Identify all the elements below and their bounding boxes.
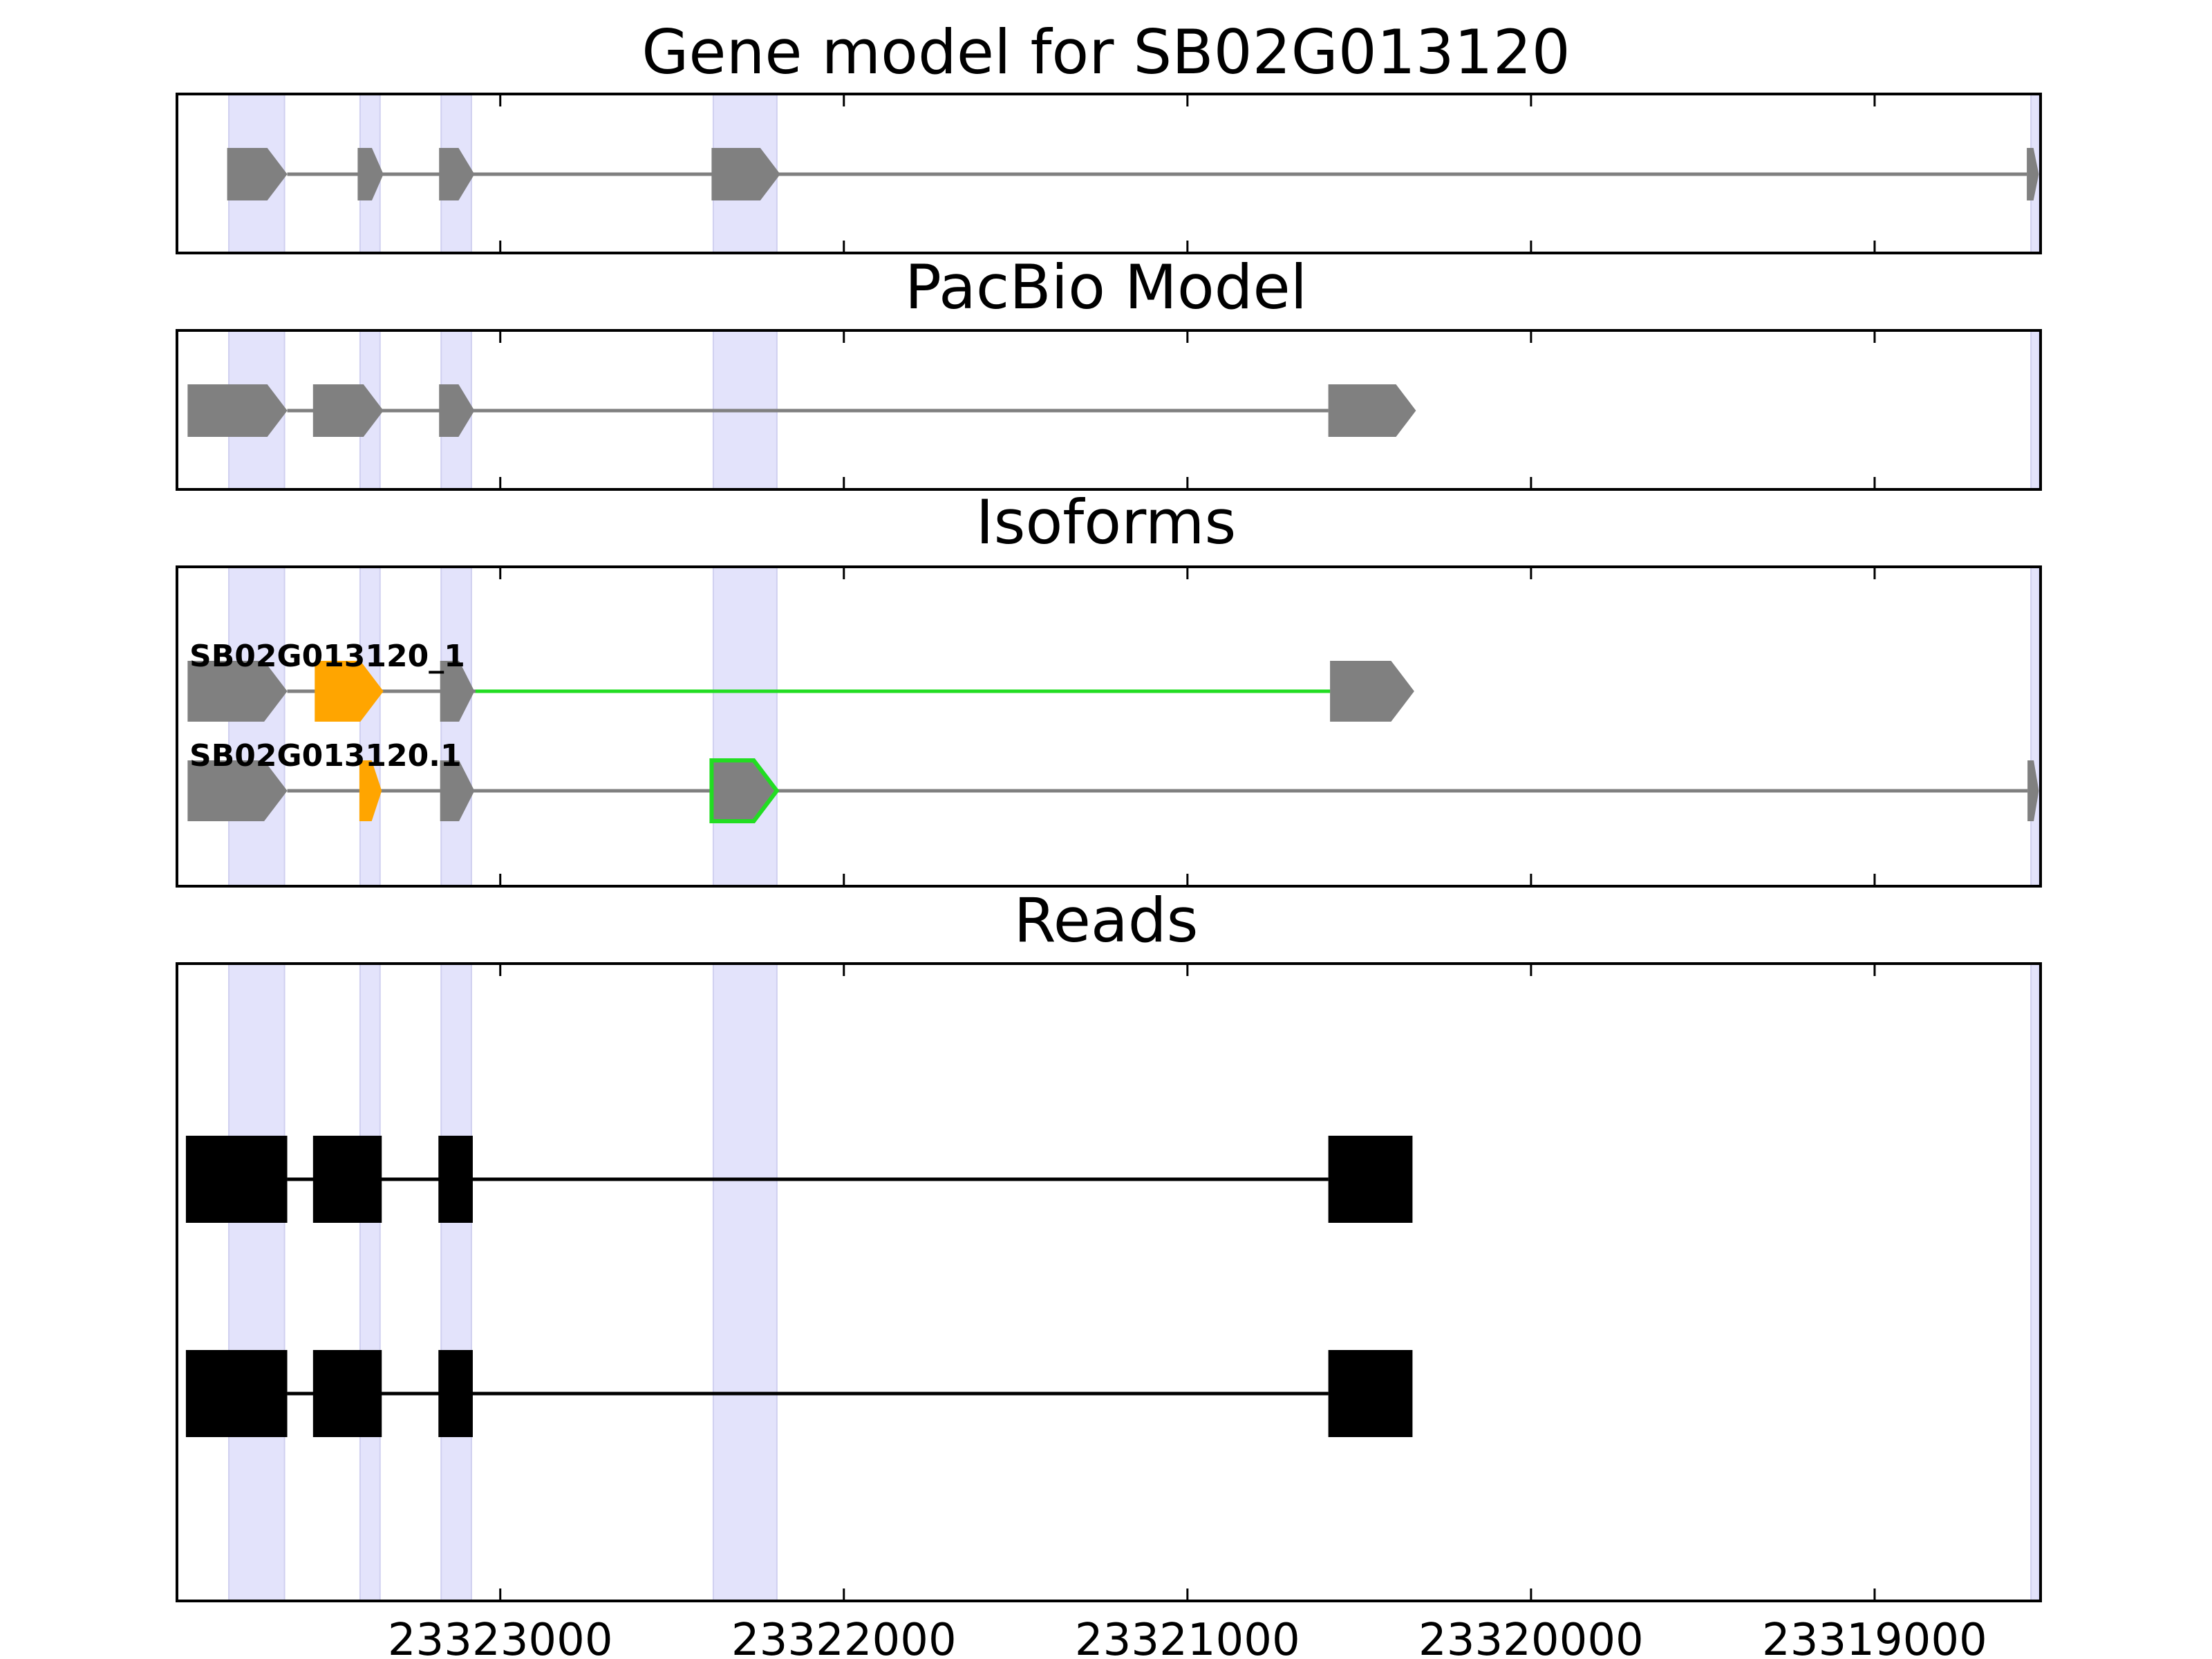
exon-block bbox=[187, 760, 288, 821]
panel-isoforms: Isoforms SB02G013120_1 SB02G013120.1 bbox=[176, 487, 2042, 888]
read-block bbox=[185, 1350, 288, 1437]
read-block bbox=[312, 1350, 382, 1437]
x-tick-label: 23321000 bbox=[1075, 1615, 1300, 1659]
exon-region-shade bbox=[2030, 330, 2040, 490]
read-block bbox=[312, 1136, 382, 1223]
panel-frame bbox=[176, 329, 2042, 491]
exon-region-shade bbox=[359, 566, 381, 887]
panel-frame bbox=[176, 565, 2042, 888]
x-tick-label: 23319000 bbox=[1762, 1615, 1987, 1659]
x-tick-label: 23323000 bbox=[388, 1615, 613, 1659]
exon-block bbox=[1328, 384, 1416, 437]
exon-block bbox=[2027, 760, 2039, 821]
panel-pacbio-model: PacBio Model bbox=[176, 252, 2042, 491]
exon-block bbox=[2027, 148, 2039, 200]
exon-block bbox=[440, 661, 475, 722]
exon-region-shade bbox=[228, 566, 285, 887]
exon-block bbox=[711, 148, 780, 200]
exon-block bbox=[439, 148, 475, 200]
exon-block bbox=[1330, 661, 1414, 722]
panel-title-isoforms: Isoforms bbox=[976, 487, 1237, 558]
exon-region-shade bbox=[440, 566, 472, 887]
exon-region-shade bbox=[359, 963, 381, 1602]
exon-region-shade bbox=[712, 963, 778, 1602]
exon-block bbox=[440, 760, 475, 821]
x-tick-label: 23322000 bbox=[731, 1615, 957, 1659]
exon-region-shade bbox=[440, 963, 472, 1602]
exon-block bbox=[227, 148, 288, 200]
exon-block bbox=[439, 384, 475, 437]
panel-frame bbox=[176, 962, 2042, 1602]
panel-reads: Reads bbox=[176, 885, 2042, 1602]
highlighted-exon bbox=[315, 661, 384, 722]
exon-region-shade bbox=[2030, 963, 2040, 1602]
exon-block bbox=[187, 661, 288, 722]
isoform-label: SB02G013120.1 bbox=[189, 738, 462, 774]
read-block bbox=[1328, 1136, 1413, 1223]
panel-title-reads: Reads bbox=[1014, 885, 1199, 956]
exon-region-shade bbox=[228, 963, 285, 1602]
exon-region-shade bbox=[712, 566, 778, 887]
exon-block bbox=[312, 384, 384, 437]
panel-title-gene-model: Gene model for SB02G013120 bbox=[641, 17, 1571, 88]
exon-block bbox=[357, 148, 384, 200]
x-tick-label: 23320000 bbox=[1418, 1615, 1644, 1659]
isoform-label: SB02G013120_1 bbox=[189, 639, 465, 674]
x-axis: 23323000 23322000 23321000 23320000 2331… bbox=[388, 1615, 1987, 1659]
panel-frame bbox=[176, 93, 2042, 254]
read-block bbox=[438, 1350, 473, 1437]
exon-block bbox=[709, 758, 780, 823]
panel-gene-model: Gene model for SB02G013120 bbox=[176, 17, 2042, 254]
read-block bbox=[438, 1136, 473, 1223]
exon-region-shade bbox=[2030, 566, 2040, 887]
read-block bbox=[185, 1136, 288, 1223]
highlighted-exon bbox=[359, 760, 382, 821]
read-block bbox=[1328, 1350, 1413, 1437]
exon-block bbox=[187, 384, 288, 437]
panel-title-pacbio-model: PacBio Model bbox=[905, 252, 1307, 323]
